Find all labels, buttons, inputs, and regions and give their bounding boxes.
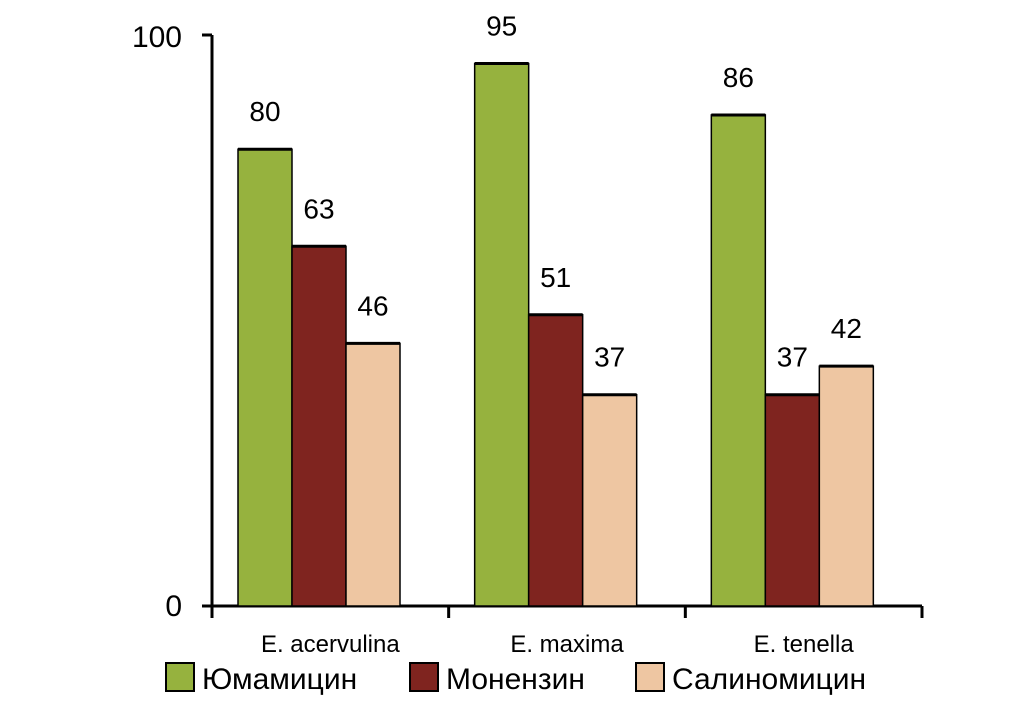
bar: [291, 245, 347, 607]
data-label: 51: [540, 262, 571, 293]
bar: [581, 393, 638, 607]
legend-swatch: [409, 662, 439, 692]
data-label: 86: [723, 62, 754, 93]
bar: [345, 342, 401, 607]
data-label: 46: [357, 290, 388, 321]
y-tick-label: 0: [165, 590, 182, 623]
data-label: 80: [249, 96, 280, 127]
legend-label: Салиномицин: [672, 663, 866, 696]
legend-label: Монензин: [446, 663, 585, 696]
x-category-label: E. acervulina: [261, 631, 400, 658]
legend-label: Юмамицин: [202, 663, 357, 696]
bars: [237, 62, 875, 607]
legend-swatch: [165, 662, 195, 692]
bar: [818, 365, 875, 607]
legend: Юмамицин Монензин Салиномицин: [165, 662, 866, 696]
bar: [710, 114, 767, 607]
data-label: 95: [486, 11, 517, 42]
data-label: 37: [594, 342, 625, 373]
x-category-label: E. tenella: [754, 631, 855, 658]
bar: [764, 393, 821, 607]
x-category-label: E. maxima: [510, 631, 624, 658]
data-label: 37: [777, 342, 808, 373]
x-axis: E. acervulina E. maxima E. tenella: [202, 604, 924, 658]
bar: [527, 314, 584, 607]
bar: [237, 148, 293, 607]
data-labels: 80 63 46 95 51 37 86 37 42: [249, 11, 861, 373]
bar: [473, 62, 530, 607]
data-label: 42: [831, 313, 862, 344]
y-tick-label: 100: [132, 21, 182, 54]
legend-swatch: [635, 662, 665, 692]
data-label: 63: [303, 193, 334, 224]
y-axis: 0 100: [132, 21, 214, 623]
